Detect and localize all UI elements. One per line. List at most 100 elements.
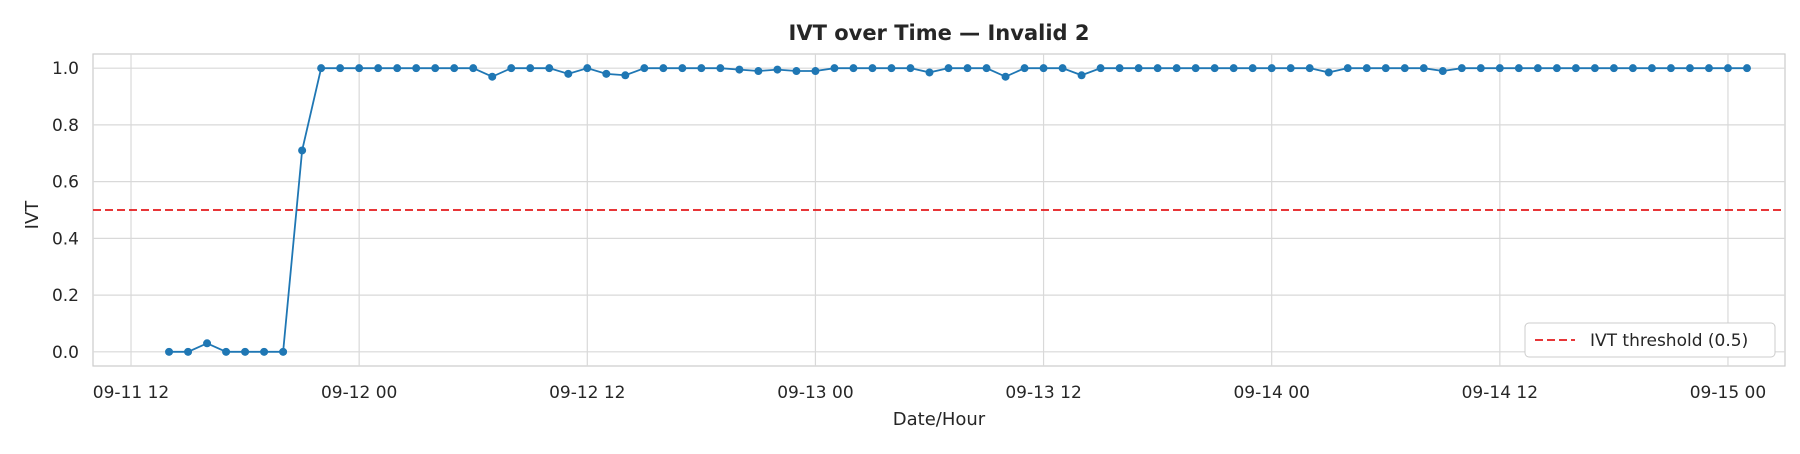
data-point [583,64,592,73]
y-tick-label: 0.2 [52,286,79,306]
data-point [1609,64,1618,73]
data-point [298,146,307,155]
data-point [469,64,478,73]
data-point [1115,64,1124,73]
data-point [431,64,440,73]
x-axis-label: Date/Hour [893,409,986,430]
data-point [1210,64,1219,73]
data-point [678,64,687,73]
data-point [602,69,611,78]
data-point [1476,64,1485,73]
data-point [1666,64,1675,73]
data-point [925,68,934,77]
data-point [868,64,877,73]
legend-box [1524,322,1776,358]
data-point [811,67,820,76]
data-point [621,71,630,80]
data-point [1685,64,1694,73]
data-point [697,64,706,73]
data-point [1381,64,1390,73]
data-point [564,69,573,78]
data-point [1362,64,1371,73]
data-point [830,64,839,73]
data-point [982,64,991,73]
data-point [1343,64,1352,73]
series-points [165,64,1751,356]
data-point [374,64,383,73]
data-point [1514,64,1523,73]
data-point [450,64,459,73]
data-point [1020,64,1029,73]
x-tick-label: 09-14 00 [1233,383,1309,403]
data-point [317,64,326,73]
data-point [1419,64,1428,73]
data-point [526,64,535,73]
data-point [773,65,782,74]
data-point [1704,64,1713,73]
data-point [184,347,193,356]
data-point [1229,64,1238,73]
x-tick-label: 09-11 12 [93,383,169,403]
data-point [1305,64,1314,73]
data-point [1286,64,1295,73]
data-point [1647,64,1656,73]
data-point [887,64,896,73]
data-point [165,347,174,356]
data-point [754,67,763,76]
data-point [1723,64,1732,73]
data-point [545,64,554,73]
data-point [1058,64,1067,73]
data-point [944,64,953,73]
data-point [279,347,288,356]
data-point [792,67,801,76]
data-point [1248,64,1257,73]
data-point [1001,72,1010,81]
data-point [640,64,649,73]
data-point [1267,64,1276,73]
axis-ticks: 0.0 0.2 0.4 0.6 0.8 1.0 09-11 12 09-12 00 09-12 … [52,59,1766,403]
data-point [203,339,212,348]
data-point [906,64,915,73]
data-point [1495,64,1504,73]
legend: IVT threshold (0.5) [1524,322,1776,358]
data-point [1077,71,1086,80]
data-point [1552,64,1561,73]
data-point [488,72,497,81]
x-tick-label: 09-13 12 [1005,383,1081,403]
data-point [1039,64,1048,73]
data-point [412,64,421,73]
x-tick-label: 09-15 00 [1690,383,1766,403]
data-point [963,64,972,73]
y-tick-label: 0.0 [52,343,79,363]
chart-title: IVT over Time — Invalid 2 [789,21,1090,45]
data-point [1533,64,1542,73]
data-point [507,64,516,73]
data-point [1438,67,1447,76]
data-point [1571,64,1580,73]
data-point [336,64,345,73]
data-point [1457,64,1466,73]
data-point [1096,64,1105,73]
data-point [716,64,725,73]
data-point [1590,64,1599,73]
data-point [1742,64,1751,73]
data-point [1324,68,1333,77]
data-point [393,64,402,73]
x-tick-label: 09-12 12 [549,383,625,403]
data-point [1134,64,1143,73]
data-point [849,64,858,73]
data-point [1400,64,1409,73]
data-point [260,347,269,356]
y-tick-label: 0.4 [52,229,79,249]
data-point [1153,64,1162,73]
x-tick-label: 09-12 00 [321,383,397,403]
data-point [1172,64,1181,73]
data-point [355,64,364,73]
data-point [1191,64,1200,73]
x-tick-label: 09-14 12 [1462,383,1538,403]
data-point [1628,64,1637,73]
y-tick-label: 1.0 [52,59,79,79]
y-tick-label: 0.6 [52,173,79,193]
